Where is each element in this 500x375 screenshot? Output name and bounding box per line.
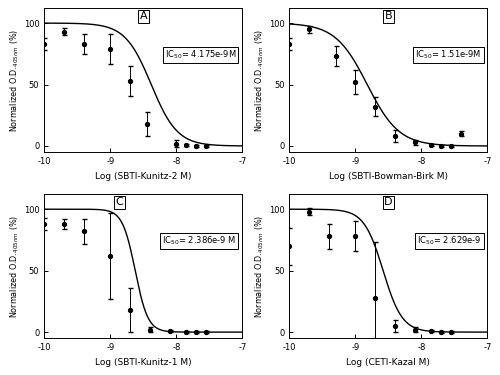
Text: IC$_{50}$= 2.386e-9 M: IC$_{50}$= 2.386e-9 M (162, 235, 236, 247)
Y-axis label: Normalized O.D.$_{405nm}$ (%): Normalized O.D.$_{405nm}$ (%) (8, 215, 21, 318)
Text: B: B (384, 11, 392, 21)
Y-axis label: Normalized O.D.$_{405nm}$ (%): Normalized O.D.$_{405nm}$ (%) (254, 215, 266, 318)
Text: IC$_{50}$= 2.629e-9: IC$_{50}$= 2.629e-9 (417, 235, 482, 247)
Y-axis label: Normalized O.D.$_{405nm}$ (%): Normalized O.D.$_{405nm}$ (%) (254, 28, 266, 132)
Text: D: D (384, 197, 392, 207)
X-axis label: Log (SBTI-Bowman-Birk M): Log (SBTI-Bowman-Birk M) (329, 171, 448, 180)
Y-axis label: Normalized O.D.$_{405nm}$ (%): Normalized O.D.$_{405nm}$ (%) (8, 28, 21, 132)
X-axis label: Log (CETI-Kazal M): Log (CETI-Kazal M) (346, 358, 430, 367)
Text: IC$_{50}$= 1.51e-9M: IC$_{50}$= 1.51e-9M (415, 49, 482, 61)
X-axis label: Log (SBTI-Kunitz-1 M): Log (SBTI-Kunitz-1 M) (95, 358, 192, 367)
Text: A: A (140, 11, 147, 21)
X-axis label: Log (SBTI-Kunitz-2 M): Log (SBTI-Kunitz-2 M) (95, 171, 192, 180)
Text: C: C (116, 197, 124, 207)
Text: IC$_{50}$= 4.175e-9M: IC$_{50}$= 4.175e-9M (164, 49, 236, 61)
